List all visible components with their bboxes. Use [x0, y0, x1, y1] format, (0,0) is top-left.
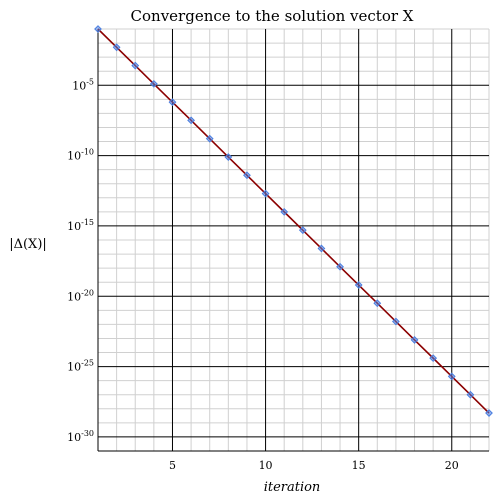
data-point-marker: [149, 79, 158, 88]
data-point-marker: [336, 262, 344, 271]
y-tick-label: 10-20: [67, 288, 94, 303]
series-line: [97, 28, 490, 414]
data-point-marker: [112, 43, 121, 52]
data-point-marker: [168, 98, 177, 107]
data-point-marker: [94, 25, 102, 33]
y-tick-labels: 10-5 10-10 10-15 10-20 10-25 10-30: [67, 77, 94, 444]
data-point-marker: [373, 299, 382, 308]
x-tick-label: 20: [445, 459, 459, 472]
data-point-marker: [485, 409, 493, 417]
data-point-marker: [317, 244, 326, 253]
data-point-marker: [447, 372, 456, 381]
major-grid: [98, 29, 489, 451]
data-point-marker: [261, 189, 270, 198]
x-tick-labels: 5 10 15 20: [169, 459, 459, 472]
data-point-marker: [354, 281, 363, 289]
y-tick-label: 10-15: [67, 218, 94, 233]
data-point-marker: [131, 61, 140, 70]
y-tick-label: 10-30: [67, 429, 94, 444]
x-axis-label: iteration: [264, 480, 321, 495]
data-point-marker: [298, 226, 307, 235]
marker-layer: [94, 25, 493, 417]
y-tick-label: 10-25: [67, 359, 94, 374]
data-point-marker: [243, 171, 251, 180]
plot-frame: [97, 29, 489, 452]
y-axis-label: |Δ(X)|: [9, 237, 47, 252]
y-tick-label: 10-5: [72, 77, 94, 92]
data-point-marker: [466, 390, 475, 399]
data-point-marker: [187, 116, 196, 125]
data-point-marker: [280, 207, 289, 216]
series-layer: [97, 28, 490, 414]
data-point-marker: [205, 134, 214, 143]
minor-grid: [97, 28, 490, 452]
x-tick-label: 15: [352, 459, 366, 472]
y-tick-label: 10-10: [67, 148, 94, 163]
data-point-marker: [429, 354, 438, 363]
data-point-marker: [410, 335, 419, 344]
x-tick-label: 5: [169, 459, 176, 472]
chart-title: Convergence to the solution vector X: [131, 7, 414, 25]
x-tick-label: 10: [259, 459, 273, 472]
data-point-marker: [224, 153, 233, 161]
data-point-marker: [391, 317, 400, 326]
